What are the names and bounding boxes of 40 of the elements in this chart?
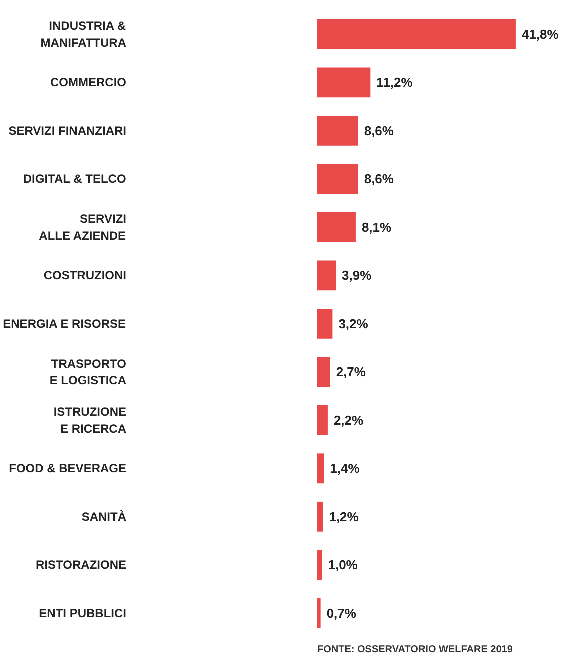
data-label: 1,0% xyxy=(328,558,358,573)
y-tick-label: ENERGIA E RISORSE xyxy=(3,316,126,331)
data-label: 8,6% xyxy=(364,123,394,138)
data-label: 11,2% xyxy=(376,75,414,90)
bar xyxy=(318,405,328,436)
bar xyxy=(318,308,333,339)
bar xyxy=(318,260,336,291)
data-label: 1,4% xyxy=(330,461,360,476)
y-tick-label: SERVIZI ALLE AZIENDE xyxy=(39,212,127,243)
data-label: 2,7% xyxy=(336,364,366,380)
bar xyxy=(318,550,322,580)
bar xyxy=(318,116,358,146)
data-label: 1,2% xyxy=(329,509,360,524)
bar xyxy=(318,357,330,388)
y-tick-label: INDUSTRIA & MANIFATTURA xyxy=(40,19,127,50)
data-label: 8,1% xyxy=(362,220,392,235)
bar xyxy=(318,68,371,98)
data-label: 41,8% xyxy=(522,26,560,42)
y-tick-label: DIGITAL & TELCO xyxy=(23,172,126,186)
bar xyxy=(318,164,358,194)
y-tick-label: COMMERCIO xyxy=(50,76,127,90)
data-label: 3,9% xyxy=(342,268,372,284)
bar xyxy=(318,598,321,628)
y-tick-label: SANITÀ xyxy=(82,510,127,524)
y-tick-label: FOOD & BEVERAGE xyxy=(9,462,127,476)
data-label: 0,7% xyxy=(326,606,357,621)
y-tick-label: TRASPORTO E LOGISTICA xyxy=(50,356,127,388)
data-label: 8,6% xyxy=(364,172,394,187)
data-label: 2,2% xyxy=(334,412,364,428)
bar xyxy=(318,454,324,484)
y-tick-label: ISTRUZIONE E RICERCA xyxy=(54,405,127,436)
y-tick-label: COSTRUZIONI xyxy=(44,268,127,283)
y-tick-label: RISTORAZIONE xyxy=(36,558,126,572)
bar xyxy=(318,212,356,242)
bar xyxy=(318,19,516,50)
bar xyxy=(318,502,324,532)
data-label: 3,2% xyxy=(338,316,369,332)
y-tick-label: SERVIZI FINANZIARI xyxy=(8,124,127,138)
source-note: FONTE: OSSERVATORIO WELFARE 2019 xyxy=(318,644,514,656)
y-tick-label: ENTI PUBBLICI xyxy=(39,606,127,620)
